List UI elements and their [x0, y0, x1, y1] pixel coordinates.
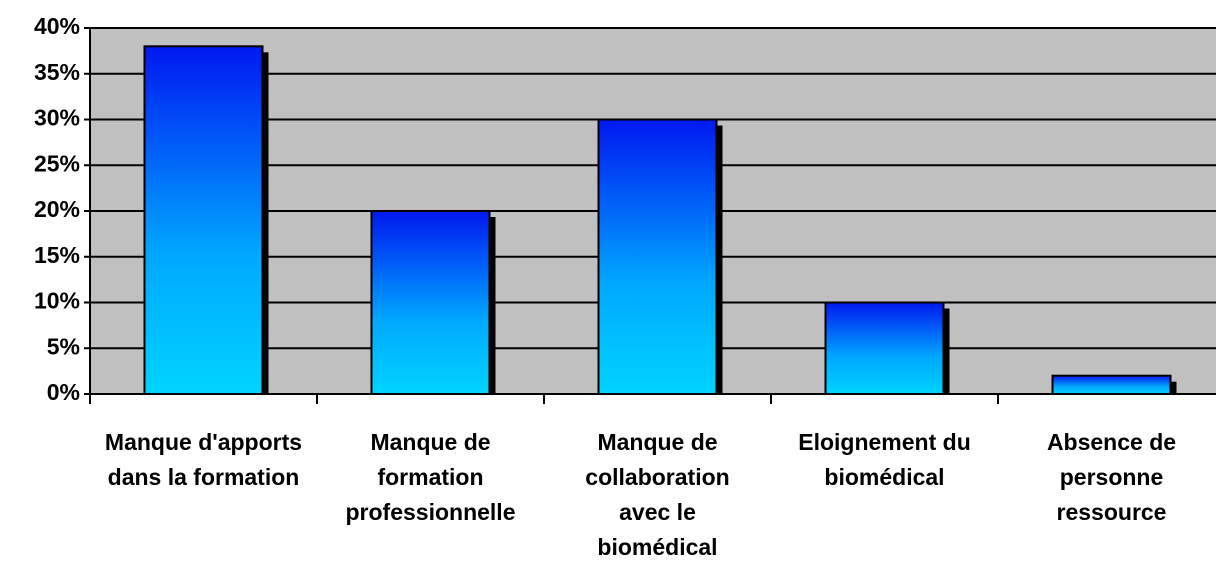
- bar: [1051, 374, 1172, 396]
- x-tick-label: Manque de collaboration avec le biomédic…: [585, 429, 730, 560]
- bar: [143, 45, 264, 396]
- x-tick-label: Eloignement du biomédical: [798, 429, 971, 490]
- y-tick-label: 10%: [34, 288, 80, 314]
- y-tick-label: 25%: [34, 150, 80, 176]
- bar: [370, 210, 491, 395]
- y-tick-label: 20%: [34, 196, 80, 222]
- y-tick-label: 40%: [34, 13, 80, 39]
- y-tick-label: 35%: [34, 59, 80, 85]
- y-tick-label: 0%: [47, 379, 80, 405]
- bar: [824, 301, 945, 395]
- y-tick-label: 30%: [34, 105, 80, 131]
- y-tick-label: 5%: [47, 333, 80, 359]
- x-tick-label: Manque d'apports dans la formation: [104, 429, 303, 490]
- y-tick-label: 15%: [34, 242, 80, 268]
- bar: [597, 118, 718, 395]
- x-tick-label: Absence de personne ressource: [1046, 429, 1177, 525]
- x-tick-label: Manque de formation professionnelle: [345, 429, 516, 525]
